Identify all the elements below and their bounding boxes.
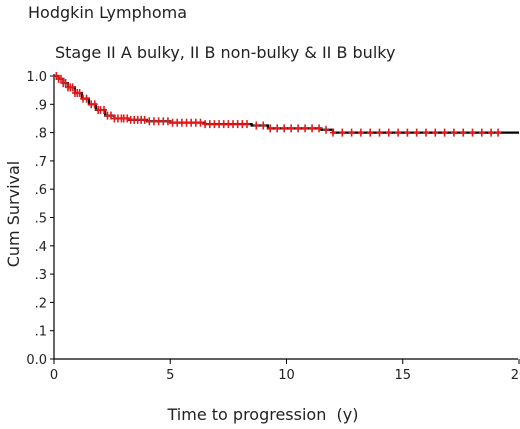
chart-subtitle: Stage II A bulky, II B non-bulky & II B … [55,43,395,62]
censor-mark [164,117,171,126]
x-tick-label: 0 [50,368,58,383]
censor-mark [478,128,485,137]
censor-mark [107,111,114,120]
y-tick-label: .4 [35,240,47,255]
censor-mark [288,124,295,133]
y-tick-label: .5 [35,212,47,227]
censor-mark [253,121,260,130]
censor-marks [53,72,502,137]
censor-mark [281,124,288,133]
y-tick-label: .7 [35,155,47,170]
y-tick-label: .6 [35,183,47,198]
censor-mark [385,128,392,137]
censor-mark [460,128,467,137]
censor-mark [76,88,83,97]
y-tick-label: 1.0 [26,70,47,85]
censor-mark [404,128,411,137]
censor-mark [141,115,148,124]
censor-mark [339,128,346,137]
censor-mark [357,128,364,137]
censor-mark [100,105,107,114]
censor-mark [295,124,302,133]
x-tick-label: 20 [511,368,520,383]
censor-mark [323,125,330,134]
x-axis: 0 5 10 15 20 [50,358,520,383]
censor-mark [367,128,374,137]
censor-mark [441,128,448,137]
censor-mark [488,128,495,137]
censor-mark [91,100,98,109]
y-tick-label: 0.0 [26,353,47,368]
censor-mark [495,128,502,137]
censor-mark [395,128,402,137]
censor-mark [57,74,64,83]
censor-mark [243,120,250,129]
censor-mark [413,128,420,137]
censor-mark [260,121,267,130]
chart-title: Hodgkin Lymphoma [28,3,187,22]
y-axis: 0.0 .1 .2 .3 .4 .5 .6 .7 .8 .9 1.0 [26,70,55,368]
censor-mark [423,128,429,137]
censor-mark [197,118,204,127]
x-tick-label: 15 [394,368,411,383]
x-axis-label: Time to progression (y) [167,405,359,424]
censor-mark [124,114,131,123]
y-tick-label: .8 [35,127,47,142]
y-tick-label: .9 [35,98,47,113]
censor-mark [302,124,309,133]
y-tick-label: .2 [35,296,47,311]
censor-mark [469,128,476,137]
survival-curve [54,74,519,134]
y-tick-label: .3 [35,268,47,283]
censor-mark [348,128,355,137]
censor-mark [274,124,281,133]
censor-mark [376,128,383,137]
censor-mark [69,83,76,92]
censor-mark [267,124,274,133]
censor-mark [330,128,336,137]
x-tick-label: 10 [278,368,295,383]
censor-mark [450,128,457,137]
censor-mark [432,128,439,137]
y-axis-label: Cum Survival [4,161,23,268]
censor-mark [316,124,323,133]
censor-mark [62,79,69,88]
censor-mark [83,94,90,103]
y-tick-label: .1 [35,325,47,340]
censor-mark [309,124,316,133]
x-tick-label: 5 [166,368,174,383]
